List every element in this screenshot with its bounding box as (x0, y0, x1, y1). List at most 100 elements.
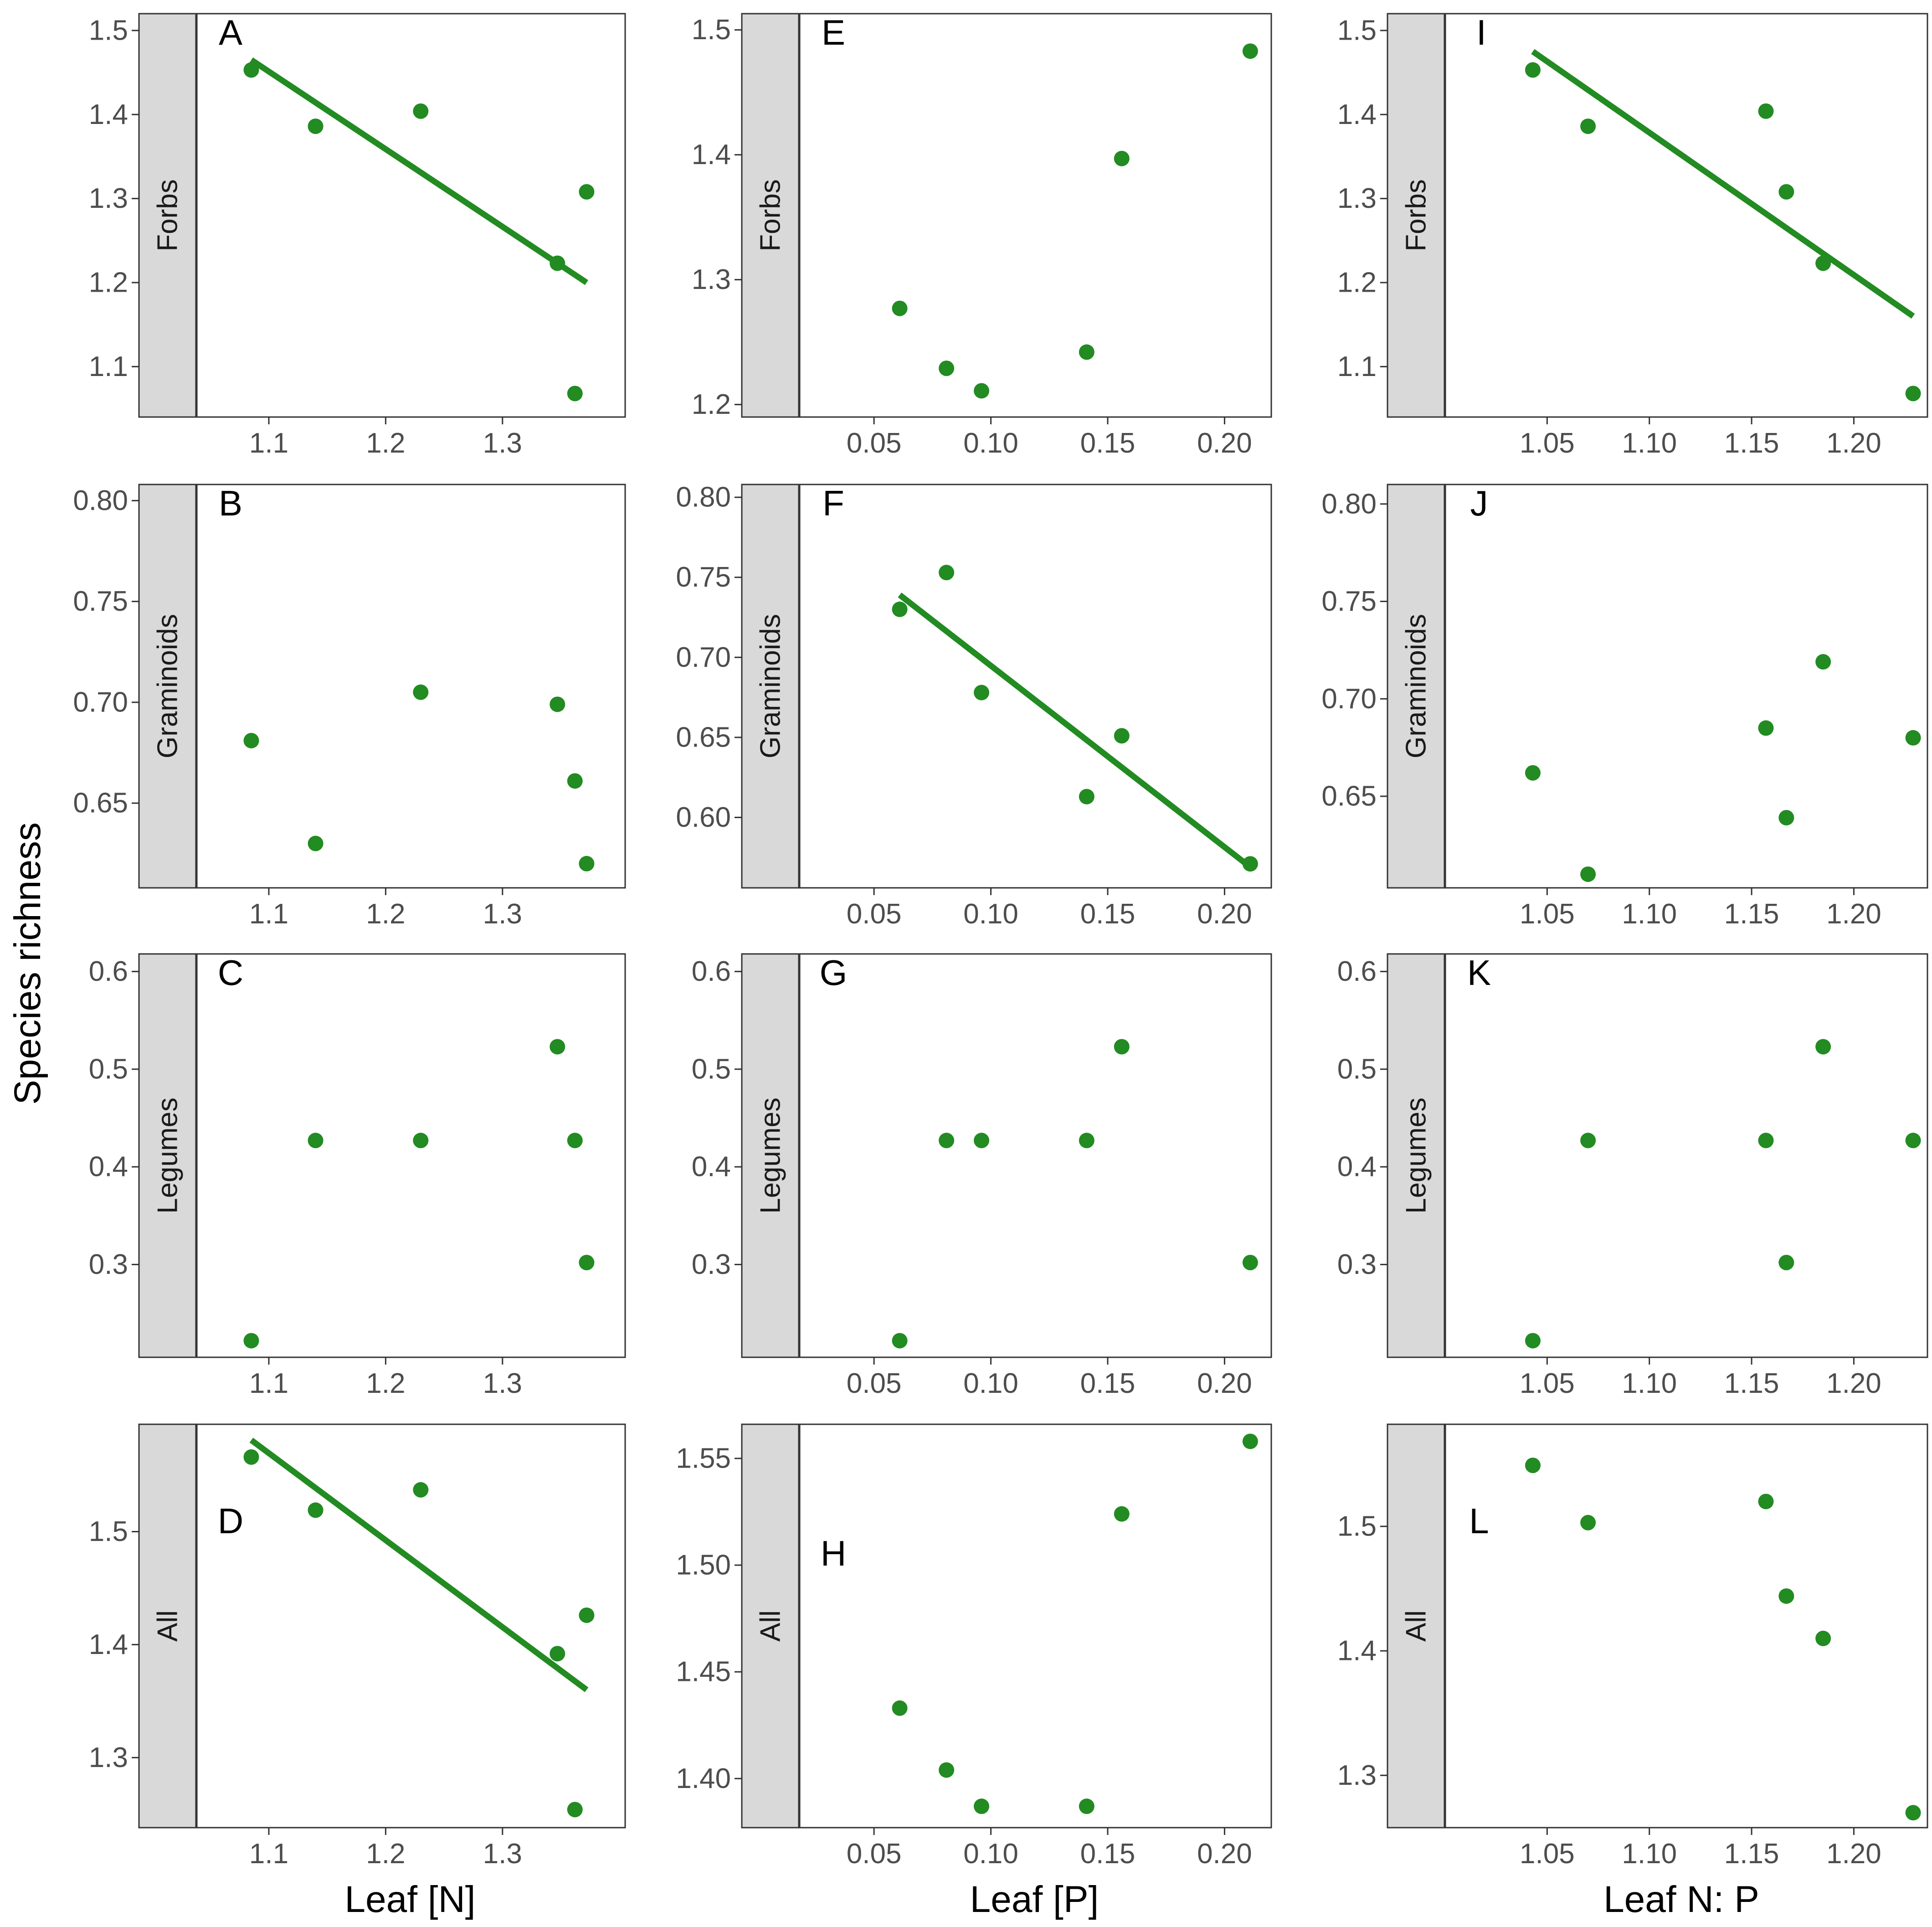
data-point-d (567, 1802, 583, 1818)
data-point-i (1758, 103, 1774, 119)
data-point-l (1758, 1494, 1774, 1510)
y-tick-label-g: 0.3 (692, 1249, 731, 1280)
x-tick-label-k: 1.15 (1724, 1368, 1779, 1399)
y-tick-label-e: 1.2 (692, 389, 731, 420)
y-tick-label-b: 0.65 (73, 788, 128, 819)
y-tick-label-a: 1.4 (89, 99, 128, 130)
data-point-c (308, 1133, 324, 1149)
data-point-h (1079, 1798, 1094, 1814)
data-point-c (413, 1133, 429, 1149)
x-tick-label-g: 0.20 (1197, 1368, 1252, 1399)
data-point-i (1778, 184, 1794, 200)
data-point-e (1114, 150, 1130, 166)
y-tick-label-l: 1.5 (1337, 1510, 1377, 1542)
panel-c: Legumes 0.3 0.4 0.5 0.6 1.1 1.2 1.3 C (89, 953, 626, 1399)
y-tick-label-g: 0.6 (692, 956, 731, 987)
x-tick-label-i: 1.15 (1724, 428, 1779, 459)
data-point-j (1905, 730, 1921, 746)
fit-line-a (249, 57, 588, 285)
strip-label-a: Forbs (152, 179, 184, 251)
strip-label-f: Graminoids (755, 614, 786, 758)
strip-l (1387, 1424, 1445, 1828)
x-tick-label-f: 0.05 (847, 898, 902, 930)
data-point-h (974, 1798, 990, 1814)
data-point-c (567, 1133, 583, 1149)
panel-j: Graminoids 0.65 0.70 0.75 0.80 1.05 1.10 1.15 1.… (1321, 483, 1928, 930)
fit-line-f (898, 593, 1252, 870)
y-tick-label-j: 0.80 (1321, 488, 1377, 520)
x-tick-label-j: 1.20 (1826, 898, 1881, 930)
panel-border-k (1387, 953, 1928, 1358)
y-tick-label-k: 0.6 (1337, 956, 1377, 987)
panel-border-g (741, 953, 1272, 1358)
data-point-a (413, 103, 429, 119)
panel-border-b (138, 484, 626, 889)
y-tick-label-i: 1.2 (1337, 267, 1377, 299)
panel-border-h (741, 1423, 1272, 1829)
panel-f: Graminoids 0.60 0.65 0.70 0.75 0.80 0.05 0.10 0.… (676, 482, 1272, 930)
y-tick-label-h: 1.50 (676, 1550, 731, 1581)
x-tick-label-g: 0.05 (847, 1368, 902, 1399)
strip-label-k: Legumes (1401, 1097, 1432, 1214)
strip-a (139, 14, 196, 417)
x-tick-label-i: 1.20 (1826, 428, 1881, 459)
x-tick-label-j: 1.10 (1622, 898, 1677, 930)
data-point-a (567, 386, 583, 402)
panel-letter-f: F (822, 483, 844, 523)
y-tick-label-g: 0.5 (692, 1053, 731, 1085)
y-tick-label-e: 1.5 (692, 14, 731, 46)
y-tick-label-a: 1.2 (89, 267, 128, 299)
y-tick-label-g: 0.4 (692, 1151, 731, 1183)
data-point-l (1905, 1805, 1921, 1821)
data-point-h (892, 1700, 908, 1716)
y-tick-label-j: 0.75 (1321, 586, 1377, 617)
x-tick-label-k: 1.20 (1826, 1368, 1881, 1399)
y-tick-label-h: 1.45 (676, 1656, 731, 1688)
strip-label-l: All (1401, 1610, 1432, 1642)
panel-i: Forbs 1.1 1.2 1.3 1.4 1.5 1.05 1.10 1.15 1.20 I (1337, 12, 1928, 459)
data-point-g (1242, 1255, 1258, 1271)
y-tick-label-c: 0.5 (89, 1053, 128, 1085)
y-tick-label-j: 0.65 (1321, 781, 1377, 812)
data-point-b (308, 835, 324, 851)
x-tick-label-l: 1.20 (1826, 1838, 1881, 1870)
y-tick-label-i: 1.4 (1337, 99, 1377, 130)
panel-border-j (1387, 484, 1928, 889)
strip-f (742, 484, 799, 888)
x-tick-label-l: 1.05 (1520, 1838, 1575, 1870)
data-point-i (1525, 62, 1541, 78)
x-tick-label-l: 1.10 (1622, 1838, 1677, 1870)
data-point-e (974, 383, 990, 399)
strip-label-h: All (755, 1610, 786, 1642)
data-point-i (1815, 255, 1831, 271)
fit-line-i (1531, 49, 1915, 319)
data-point-l (1580, 1515, 1596, 1530)
y-tick-label-b: 0.75 (73, 586, 128, 617)
y-tick-label-k: 0.4 (1337, 1151, 1377, 1183)
x-axis-title-leaf-np: Leaf N: P (1603, 1879, 1759, 1920)
y-tick-label-i: 1.3 (1337, 183, 1377, 214)
y-tick-label-f: 0.70 (676, 642, 731, 673)
panel-a: Forbs 1.1 1.2 1.3 1.4 1.5 1.1 1.2 1.3 A (89, 12, 626, 459)
data-point-k (1758, 1133, 1774, 1149)
data-point-l (1778, 1588, 1794, 1604)
y-tick-label-k: 0.5 (1337, 1053, 1377, 1085)
panel-d: All 1.3 1.4 1.5 1.1 1.2 1.3 D (89, 1423, 626, 1870)
x-axis-title-leaf-p: Leaf [P] (970, 1879, 1099, 1920)
x-tick-label-f: 0.20 (1197, 898, 1252, 930)
data-point-c (579, 1255, 595, 1271)
x-tick-label-h: 0.20 (1197, 1838, 1252, 1870)
x-tick-label-g: 0.10 (963, 1368, 1018, 1399)
x-tick-label-d: 1.3 (483, 1838, 522, 1870)
strip-label-b: Graminoids (152, 614, 184, 758)
panel-border-e (741, 13, 1272, 418)
y-tick-label-i: 1.5 (1337, 15, 1377, 46)
y-tick-label-d: 1.5 (89, 1516, 128, 1547)
x-tick-label-e: 0.20 (1197, 428, 1252, 459)
y-tick-label-a: 1.3 (89, 183, 128, 214)
y-tick-label-c: 0.3 (89, 1249, 128, 1280)
y-tick-label-d: 1.3 (89, 1742, 128, 1773)
x-tick-label-j: 1.15 (1724, 898, 1779, 930)
strip-j (1387, 484, 1445, 888)
